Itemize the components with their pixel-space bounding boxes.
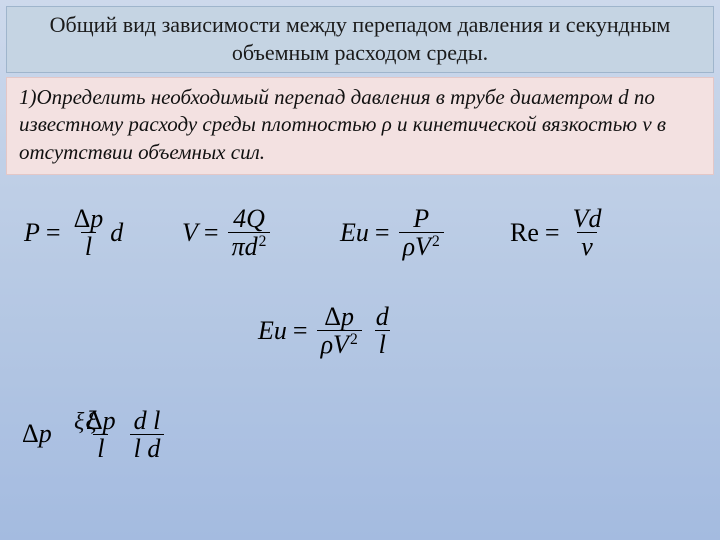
delta: Δ (74, 204, 91, 233)
problem-statement: 1)Определить необходимый перепад давлени… (6, 77, 714, 175)
eq-P-den: l (81, 232, 96, 260)
eq-P-tail: d (110, 218, 123, 248)
eq-P-frac: Δp l (70, 205, 108, 261)
eq-Eu: Eu = P ρV2 (340, 205, 447, 261)
equations-area: P = Δp l d V = 4Q πd2 Eu = P ρV2 Re = Vd… (0, 175, 720, 540)
eq-Eu-lhs: Eu (340, 218, 369, 248)
eq-overlaid: Δp = Δp l d l l d Δp = ξ. 2 (24, 407, 244, 477)
eq-Re-lhs: Re (510, 218, 539, 248)
eq-Eu2-frac1: Δp ρV2 (317, 303, 362, 359)
eq-Eu-frac: P ρV2 (399, 205, 444, 261)
eq-P-lhs: P (24, 218, 40, 248)
eq-V-frac: 4Q πd2 (228, 205, 271, 261)
eq-Eu-expanded: Eu = Δp ρV2 d l (258, 303, 396, 359)
eq-Eu2-frac2: d l (372, 303, 393, 359)
eq-V-lhs: V (182, 218, 198, 248)
eq-P: P = Δp l d (24, 205, 123, 261)
eq-Re: Re = Vd ν (510, 205, 608, 261)
slide-title: Общий вид зависимости между перепадом да… (6, 6, 714, 73)
eq-Re-frac: Vd ν (569, 205, 606, 261)
eq-Eu2-lhs: Eu (258, 316, 287, 346)
eq-V: V = 4Q πd2 (182, 205, 273, 261)
